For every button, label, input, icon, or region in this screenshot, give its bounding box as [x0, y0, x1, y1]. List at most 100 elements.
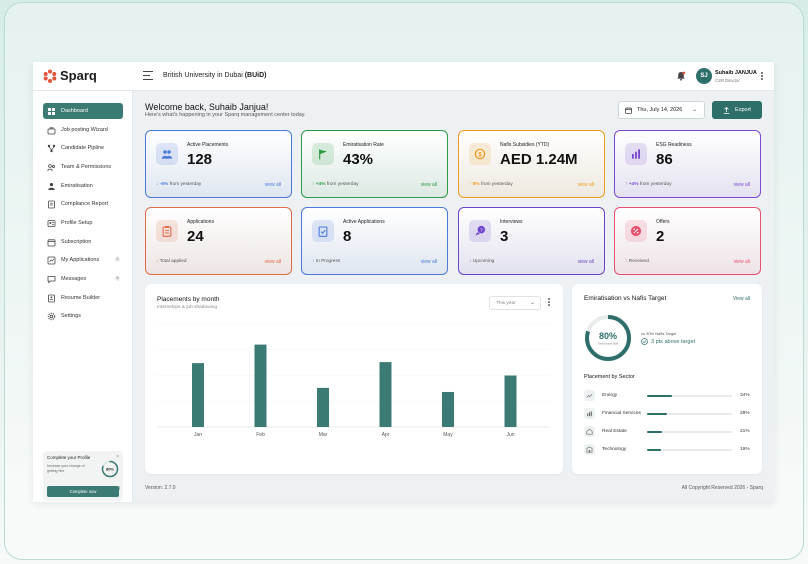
clipboard-icon — [156, 220, 178, 242]
sector-name: Real Estate — [602, 429, 627, 434]
chart-icon — [625, 143, 647, 165]
view-all-link[interactable]: view all — [420, 259, 437, 265]
sidebar-item-resume-builder[interactable]: Resume Builder — [43, 290, 123, 306]
bar-jan[interactable] — [192, 363, 204, 427]
emiratisation-panel: Emiratisation vs Nafis Target View all 8… — [572, 284, 762, 474]
nafis-target-text: vs 30% Nafis Target — [641, 331, 677, 336]
bars-icon — [584, 408, 595, 419]
stat-delta-text: Total applied — [159, 259, 187, 264]
stat-card-esg-readiness[interactable]: ESG Readiness 86 ↑ +4% from yesterday view … — [614, 130, 761, 198]
view-all-link[interactable]: view all — [733, 259, 750, 265]
gear-icon — [47, 312, 56, 321]
arrow-up-icon: ↑ — [312, 182, 316, 187]
building-icon — [584, 444, 595, 455]
stat-delta: ↓ Received — [625, 259, 649, 264]
stat-delta: ↑ +4% from yesterday — [625, 182, 672, 187]
x-tick-label: May — [443, 432, 453, 438]
above-target-text: 3 pts above target — [651, 338, 696, 345]
sidebar-item-emiratisation[interactable]: Emiratisation — [43, 178, 123, 194]
placements-title: Placements by month — [157, 296, 220, 303]
sidebar-item-candidate-pipline[interactable]: Candidate Pipline — [43, 140, 123, 156]
sidebar-item-my-applications[interactable]: My Applications 2 — [43, 252, 123, 268]
sparq-logo-icon — [43, 69, 57, 83]
sector-progress-fill — [647, 449, 661, 451]
stat-delta-text: from yesterday — [479, 182, 513, 187]
stat-delta-text: from yesterday — [638, 182, 672, 187]
sidebar-item-team-permissions[interactable]: Team & Permissions — [43, 159, 123, 175]
stat-card-offers[interactable]: Offers 2 ↓ Received view all — [614, 207, 761, 275]
stat-card-interviews[interactable]: ? Interviews 3 ↓ Upcoming view all — [458, 207, 605, 275]
x-tick-label: Apr — [382, 432, 390, 438]
sidebar-item-profile-setup[interactable]: Profile Setup — [43, 215, 123, 231]
sidebar-item-job-posting-wizard[interactable]: Job posting Wizard — [43, 122, 123, 138]
complete-now-button[interactable]: Complete now — [47, 486, 119, 497]
arrow-down-icon: ↓ — [156, 259, 160, 264]
team-icon — [47, 163, 56, 172]
bar-jun[interactable] — [504, 375, 517, 428]
stat-value: 8 — [343, 228, 352, 245]
arrow-down-icon: ↓ — [156, 182, 160, 187]
notification-bell-icon[interactable] — [676, 71, 686, 81]
date-text: Thu, July 14, 2026 — [637, 107, 683, 113]
export-button[interactable]: Export — [712, 101, 762, 119]
period-select[interactable]: This year ⌄ — [489, 296, 541, 310]
view-all-link[interactable]: view all — [577, 259, 594, 265]
sidebar-item-subscription[interactable]: Subscription — [43, 234, 123, 250]
sidebar-item-dashboard[interactable]: Dashboard — [43, 103, 123, 119]
bar-apr[interactable] — [379, 362, 392, 427]
stat-label: Emiratisation Rate — [343, 142, 384, 148]
user-role: CSR Director — [715, 77, 740, 83]
sector-percent: 34% — [740, 393, 750, 398]
trend-icon — [584, 390, 595, 401]
check-circle-icon — [641, 338, 648, 345]
sidebar-item-label: Candidate Pipline — [61, 145, 105, 151]
pipeline-icon — [47, 144, 56, 153]
bar-may[interactable] — [442, 391, 454, 427]
bar-mar[interactable] — [317, 387, 329, 427]
stat-card-active-applications[interactable]: Active Applications 8 ↓ In Progress view al… — [301, 207, 448, 275]
sector-progress-fill — [647, 431, 663, 433]
view-all-link[interactable]: view all — [577, 182, 594, 188]
view-all-link[interactable]: view all — [264, 182, 281, 188]
stat-card-active-placements[interactable]: Active Placements 128 ↓ -5% from yesterday… — [145, 130, 292, 198]
stat-card-nafis-subsidies-ytd[interactable]: $ Nafis Subsidies (YTD) AED 1.24M ↑ 8% from… — [458, 130, 605, 198]
logo[interactable]: Sparq — [43, 68, 97, 83]
view-all-link[interactable]: view all — [420, 182, 437, 188]
sector-progress-fill — [647, 413, 668, 415]
more-options-icon[interactable] — [761, 72, 763, 82]
stat-card-emiratisation-rate[interactable]: Emiratisation Rate 43% ↑ +4% from yesterda… — [301, 130, 448, 198]
version-text: Version: 2.7.0 — [145, 485, 176, 491]
sector-percent: 28% — [740, 411, 750, 416]
view-all-link[interactable]: view all — [264, 259, 281, 265]
emiratisation-title: Emiratisation vs Nafis Target — [584, 295, 667, 302]
date-picker[interactable]: Thu, July 14, 2026 ⌄ — [618, 101, 705, 119]
export-label: Export — [735, 107, 751, 113]
sector-progress-fill — [647, 395, 672, 397]
stat-delta: ↓ Upcoming — [469, 259, 494, 264]
svg-text:?: ? — [480, 227, 483, 232]
report-icon — [47, 200, 56, 209]
close-icon[interactable]: × — [116, 454, 119, 460]
avatar[interactable]: SJ — [696, 68, 712, 84]
count-badge: 2 — [115, 257, 120, 262]
sidebar-item-settings[interactable]: Settings — [43, 308, 123, 324]
stat-delta-text: In Progress — [315, 259, 341, 264]
collapse-sidebar-icon[interactable]: ‹ — [118, 483, 121, 492]
sector-progress-track — [647, 431, 732, 433]
bar-feb[interactable] — [254, 344, 267, 427]
panel-options-icon[interactable] — [548, 298, 550, 307]
sector-percent: 19% — [740, 447, 750, 452]
view-all-link[interactable]: view all — [733, 182, 750, 188]
sidebar-item-compliance-report[interactable]: Compliance Report — [43, 196, 123, 212]
stat-delta-value: 8% — [472, 182, 480, 187]
sidebar-item-messages[interactable]: Messages 5 — [43, 271, 123, 287]
hamburger-menu-icon[interactable] — [143, 71, 153, 81]
x-tick-label: Feb — [256, 432, 265, 438]
stat-card-applications[interactable]: Applications 24 ↓ Total applied view all — [145, 207, 292, 275]
welcome-heading: Welcome back, Suhaib Janjua! — [145, 102, 269, 112]
sidebar-item-label: Resume Builder — [61, 295, 101, 301]
stat-delta: ↑ 8% from yesterday — [469, 182, 513, 187]
stat-label: Nafis Subsidies (YTD) — [500, 142, 550, 148]
emiratisation-view-all-link[interactable]: View all — [732, 296, 750, 302]
period-value: This year — [496, 300, 516, 306]
